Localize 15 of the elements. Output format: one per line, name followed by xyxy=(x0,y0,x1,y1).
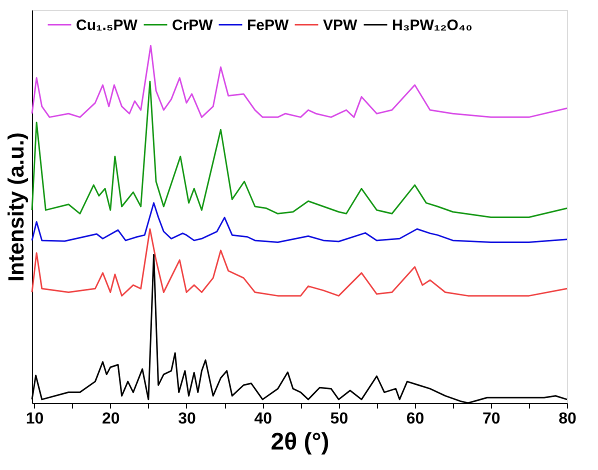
legend-label: Cu₁.₅PW xyxy=(76,16,138,34)
x-tick-label: 10 xyxy=(26,410,44,428)
x-axis-title: 2θ (°) xyxy=(270,428,330,456)
x-tick-label: 50 xyxy=(330,410,348,428)
x-tick-label: 40 xyxy=(254,410,272,428)
legend-label: CrPW xyxy=(172,16,214,34)
x-tick-label: 60 xyxy=(406,410,424,428)
y-axis-title: Intensity (a.u.) xyxy=(4,132,28,282)
x-tick-label: 20 xyxy=(102,410,120,428)
legend-label: FePW xyxy=(247,16,290,34)
x-tick-label: 70 xyxy=(482,410,500,428)
legend-label: VPW xyxy=(323,16,358,34)
legend-label: H₃PW₁₂O₄₀ xyxy=(392,16,472,34)
x-tick-label: 80 xyxy=(558,410,576,428)
x-tick-label: 30 xyxy=(178,410,196,428)
